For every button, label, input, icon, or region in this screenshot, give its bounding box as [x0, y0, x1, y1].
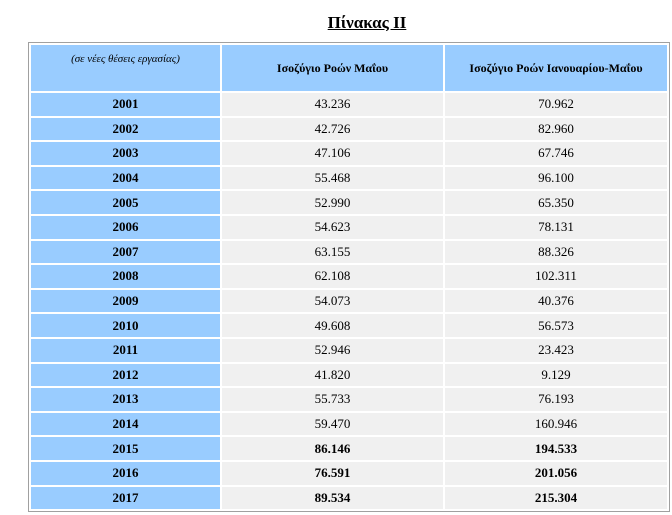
- value-cell: 102.311: [445, 265, 667, 288]
- year-cell: 2014: [31, 412, 220, 436]
- year-cell: 2005: [31, 191, 220, 214]
- value-cell: 52.946: [222, 338, 443, 362]
- value-cell: 78.131: [445, 215, 667, 239]
- year-cell: 2012: [31, 363, 220, 387]
- year-cell: 2003: [31, 142, 220, 165]
- value-cell: 52.990: [222, 191, 443, 214]
- value-cell: 54.073: [222, 289, 443, 313]
- year-cell: 2017: [31, 486, 220, 510]
- year-cell: 2001: [31, 93, 220, 116]
- value-cell: 43.236: [222, 93, 443, 116]
- value-cell: 89.534: [222, 486, 443, 510]
- value-cell: 63.155: [222, 240, 443, 264]
- value-cell: 54.623: [222, 215, 443, 239]
- value-cell: 62.108: [222, 265, 443, 288]
- value-cell: 65.350: [445, 191, 667, 214]
- value-cell: 67.746: [445, 142, 667, 165]
- value-cell: 76.591: [222, 461, 443, 485]
- value-cell: 82.960: [445, 117, 667, 141]
- value-cell: 76.193: [445, 388, 667, 411]
- value-cell: 56.573: [445, 314, 667, 337]
- year-cell: 2013: [31, 388, 220, 411]
- table-title: Πίνακας ΙΙ: [327, 13, 407, 32]
- header-cell: (σε νέες θέσεις εργασίας): [31, 45, 220, 91]
- year-cell: 2011: [31, 338, 220, 362]
- year-cell: 2002: [31, 117, 220, 141]
- value-cell: 23.423: [445, 338, 667, 362]
- year-cell: 2004: [31, 166, 220, 190]
- value-cell: 215.304: [445, 486, 667, 510]
- value-cell: 55.733: [222, 388, 443, 411]
- header-cell: Ισοζύγιο Ροών Μαΐου: [222, 45, 443, 91]
- value-cell: 88.326: [445, 240, 667, 264]
- value-cell: 70.962: [445, 93, 667, 116]
- value-cell: 86.146: [222, 437, 443, 460]
- value-cell: 47.106: [222, 142, 443, 165]
- value-cell: 41.820: [222, 363, 443, 387]
- year-cell: 2008: [31, 265, 220, 288]
- data-table: (σε νέες θέσεις εργασίας) Ισοζύγιο Ροών Μ…: [28, 42, 670, 513]
- value-cell: 201.056: [445, 461, 667, 485]
- year-cell: 2007: [31, 240, 220, 264]
- value-cell: 55.468: [222, 166, 443, 190]
- value-cell: 40.376: [445, 289, 667, 313]
- value-cell: 96.100: [445, 166, 667, 190]
- value-cell: 49.608: [222, 314, 443, 337]
- value-cell: 59.470: [222, 412, 443, 436]
- year-cell: 2010: [31, 314, 220, 337]
- year-cell: 2016: [31, 461, 220, 485]
- value-cell: 9.129: [445, 363, 667, 387]
- header-cell: Ισοζύγιο Ροών Ιανουαρίου-Μαΐου: [445, 45, 667, 91]
- year-cell: 2006: [31, 215, 220, 239]
- value-cell: 42.726: [222, 117, 443, 141]
- year-cell: 2015: [31, 437, 220, 460]
- value-cell: 194.533: [445, 437, 667, 460]
- value-cell: 160.946: [445, 412, 667, 436]
- year-cell: 2009: [31, 289, 220, 313]
